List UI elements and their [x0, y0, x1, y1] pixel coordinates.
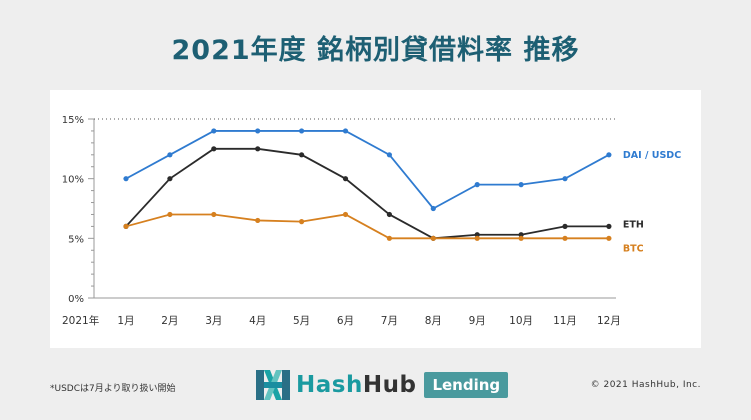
data-point [167, 152, 173, 158]
x-tick-label: 8月 [425, 315, 442, 327]
chart-card: 0% 5% 10% 15% 2021年 1月 2月 3月 4月 5月 6月 7月 8月 9月 10月 11月 1… [50, 90, 701, 348]
footnote: *USDCは7月より取り扱い開始 [50, 384, 176, 394]
series-label: ETH [623, 219, 644, 230]
logo-text-hash: Hash [296, 372, 363, 398]
data-point [123, 223, 129, 229]
line-chart: 0% 5% 10% 15% 2021年 1月 2月 3月 4月 5月 6月 7月 8月 9月 10月 11月 1… [62, 115, 681, 327]
series-line [125, 213, 609, 240]
hashhub-logo-icon [256, 370, 290, 400]
data-point [342, 128, 349, 134]
x-tick-label: 11月 [553, 315, 577, 327]
lending-badge: Lending [424, 372, 509, 398]
data-point [255, 128, 261, 134]
x-tick-label: 9月 [469, 315, 486, 327]
data-point [562, 176, 568, 182]
copyright: © 2021 HashHub, Inc. [590, 380, 701, 390]
data-point [562, 235, 568, 241]
data-point [299, 219, 305, 225]
x-tick-label: 2月 [161, 315, 178, 327]
data-point [386, 235, 392, 241]
x-tick-label: 1月 [117, 315, 134, 327]
data-point [606, 235, 612, 241]
data-point [562, 223, 568, 229]
data-point [211, 211, 217, 218]
data-point [474, 182, 480, 188]
data-point [299, 128, 305, 134]
series-line [125, 147, 609, 240]
data-point [123, 176, 129, 182]
data-point [255, 217, 261, 224]
data-point [518, 182, 524, 188]
data-point [167, 176, 173, 182]
data-point [386, 152, 392, 158]
x-tick-label: 10月 [509, 315, 533, 327]
y-tick-label: 15% [62, 115, 84, 126]
x-year-label: 2021年 [62, 314, 99, 327]
data-point [430, 205, 436, 212]
hashhub-lending-logo: Hash Hub Lending [256, 369, 509, 401]
data-point [211, 128, 217, 134]
data-point [211, 146, 217, 152]
logo-text-hub: Hub [362, 372, 417, 398]
page-title: 2021年度 銘柄別貸借料率 推移 [171, 35, 580, 66]
y-tick-label: 5% [68, 234, 84, 245]
data-point [518, 232, 524, 238]
data-point [606, 152, 612, 158]
x-tick-label: 7月 [381, 315, 398, 327]
x-tick-label: 6月 [337, 315, 354, 327]
data-point [342, 176, 349, 182]
data-point [299, 152, 305, 158]
data-point [474, 232, 480, 238]
x-tick-label: 5月 [293, 315, 310, 327]
data-point [474, 235, 480, 241]
x-tick-label: 4月 [249, 315, 266, 327]
data-point [167, 211, 173, 218]
series-label: DAI / USDC [623, 150, 681, 161]
data-point [606, 223, 612, 229]
data-point [342, 211, 349, 218]
y-tick-label: 10% [62, 175, 84, 186]
x-tick-label: 12月 [597, 315, 621, 327]
y-tick-label: 0% [68, 294, 84, 305]
data-point [386, 211, 392, 218]
data-point [518, 235, 524, 241]
series-label: BTC [623, 243, 644, 254]
x-tick-label: 3月 [205, 315, 222, 327]
series-line [125, 130, 610, 210]
data-point [430, 235, 436, 241]
data-point [255, 146, 261, 152]
